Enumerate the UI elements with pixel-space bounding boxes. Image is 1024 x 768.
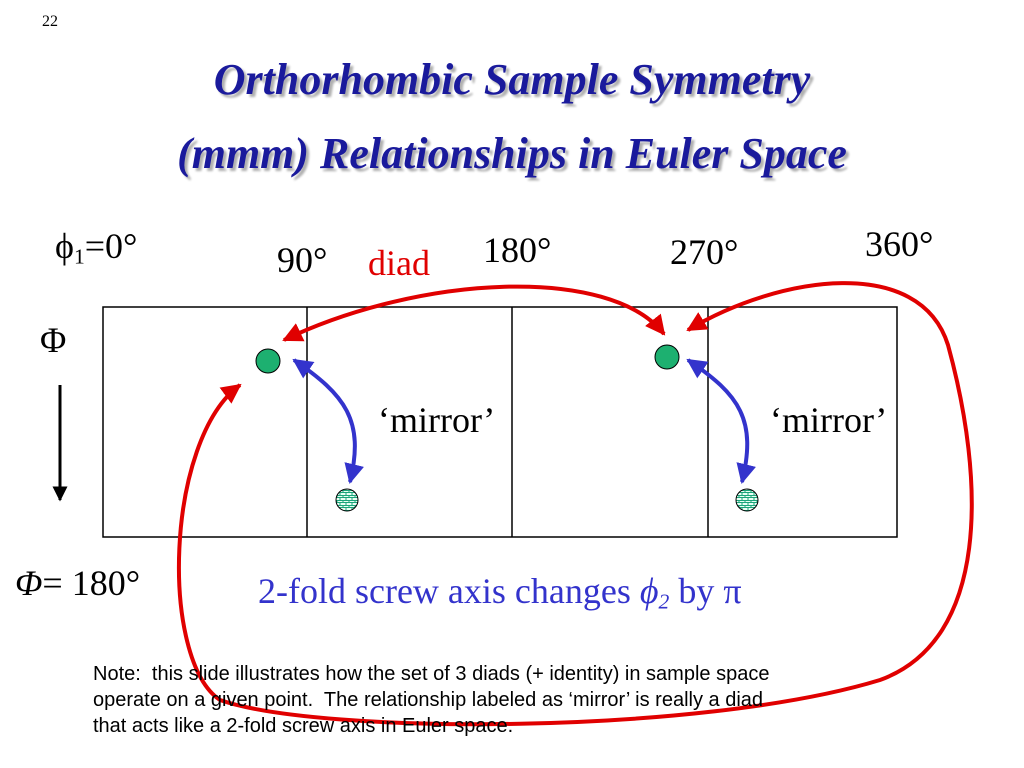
subscript: 2 <box>658 589 670 614</box>
phi1-label: ϕ1=0° <box>55 228 137 268</box>
point-mirror <box>335 488 359 512</box>
Phi-label: Φ <box>40 320 67 360</box>
diad-label: diad <box>368 243 430 283</box>
mirror-label: ‘mirror’ <box>770 400 888 440</box>
screw-arrow <box>176 281 974 727</box>
text: =0° <box>84 226 138 266</box>
note-line: operate on a given point. The relationsh… <box>93 689 764 711</box>
point <box>255 348 281 374</box>
tick-label: 90° <box>277 240 328 280</box>
mirror-arrow <box>292 358 364 484</box>
slide-number: 22 <box>42 13 58 30</box>
text: 2-fold screw axis changes <box>258 571 640 611</box>
Phi-end-label: Φ= 180° <box>15 565 140 601</box>
tick-label: 360° <box>865 224 934 264</box>
symbol: ϕ <box>639 571 659 611</box>
tick-label: 270° <box>670 232 739 272</box>
diad-arrow <box>282 284 666 342</box>
symbol: Φ <box>15 563 43 603</box>
caption: 2-fold screw axis changes ϕ2 by π <box>258 573 742 613</box>
title-line: Orthorhombic Sample Symmetry <box>213 55 811 104</box>
note-line: that acts like a 2-fold screw axis in Eu… <box>93 715 514 737</box>
note-line: Note: this slide illustrates how the set… <box>93 663 770 685</box>
title-line: (mmm) Relationships in Euler Space <box>177 129 847 178</box>
point <box>654 344 680 370</box>
text: = 180° <box>42 563 141 603</box>
subscript: 1 <box>73 244 85 269</box>
point-mirror <box>735 488 759 512</box>
symbol: ϕ <box>55 226 74 266</box>
text: by π <box>669 571 742 611</box>
mirror-arrow <box>686 358 756 484</box>
mirror-label: ‘mirror’ <box>378 400 496 440</box>
euler-box <box>102 306 898 538</box>
tick-label: 180° <box>483 230 552 270</box>
